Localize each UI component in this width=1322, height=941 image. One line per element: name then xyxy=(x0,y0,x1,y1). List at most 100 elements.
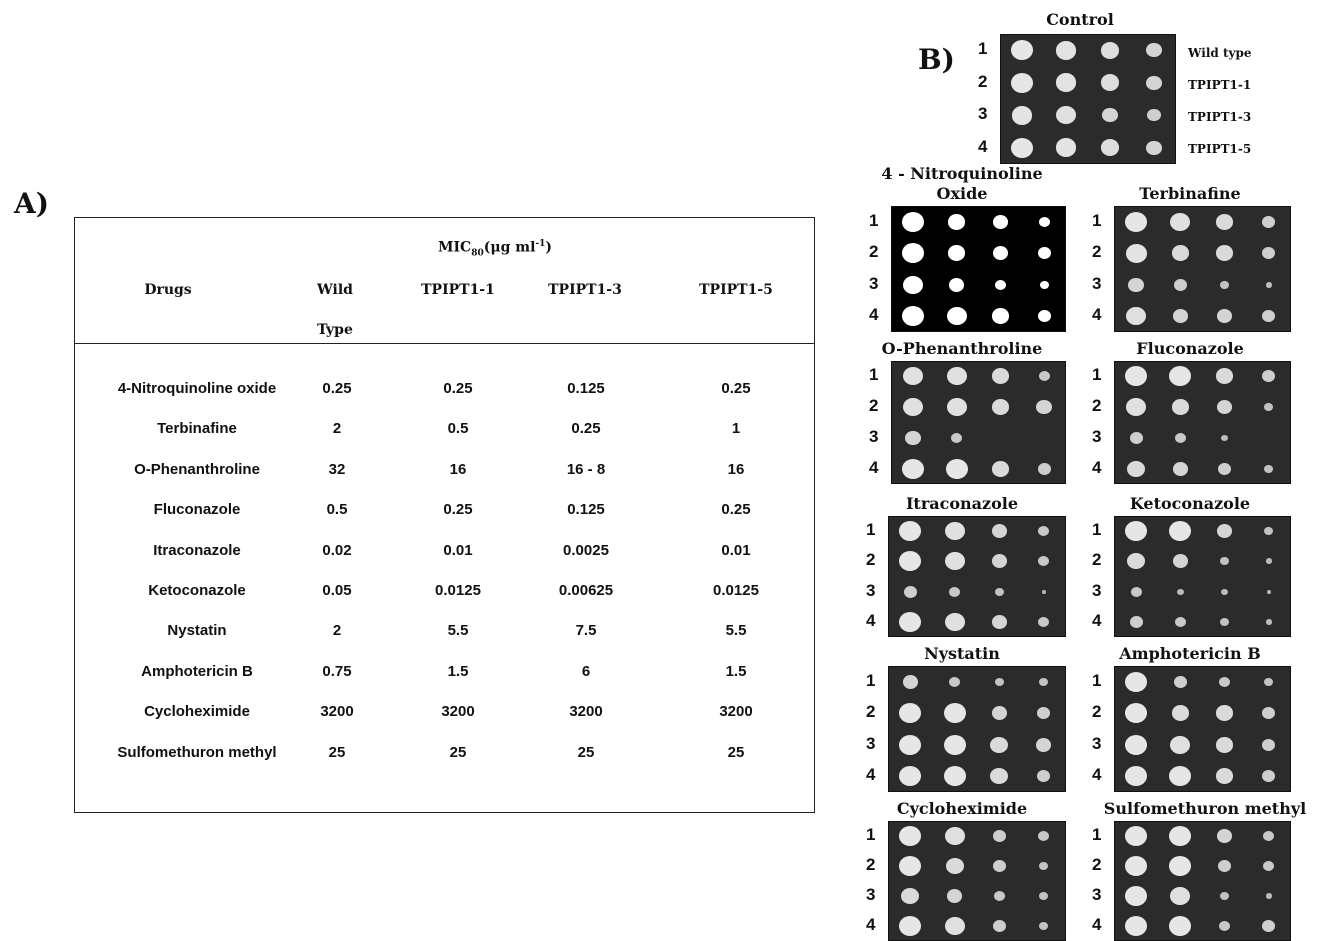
colony-spot xyxy=(1221,434,1228,441)
plate-row-number: 1 xyxy=(866,670,876,690)
colony-spot xyxy=(1037,247,1051,260)
header-divider xyxy=(74,343,815,344)
plate-row-number: 1 xyxy=(978,39,988,59)
colony-spot xyxy=(899,826,922,846)
plate-row-number: 2 xyxy=(866,702,876,722)
colony-spot xyxy=(1216,400,1233,415)
drug-name-cell: Fluconazole xyxy=(153,501,241,519)
drug-name-cell: Sulfomethuron methyl xyxy=(117,743,277,761)
colony-spot xyxy=(1216,524,1233,539)
colony-spot xyxy=(944,917,965,935)
plate-row-number: 2 xyxy=(869,396,879,416)
colony-spot xyxy=(1262,920,1276,932)
colony-spot xyxy=(948,277,965,292)
plate-row-number: 4 xyxy=(1092,457,1102,477)
mic-value-cell: 7.5 xyxy=(575,622,597,640)
colony-spot xyxy=(1011,105,1033,125)
plate-row-number: 2 xyxy=(1092,550,1102,570)
drug-name-cell: Itraconazole xyxy=(153,541,241,559)
plate-title: Fluconazole xyxy=(1136,339,1244,358)
colony-spot xyxy=(1146,43,1162,58)
colony-spot xyxy=(992,214,1009,229)
colony-spot xyxy=(1169,826,1192,846)
colony-spot xyxy=(1219,921,1231,931)
colony-spot xyxy=(901,458,924,479)
mic-value-cell: 25 xyxy=(449,743,467,761)
plate-title: 4 - Nitroquinoline xyxy=(881,164,1043,183)
mic-value-cell: 0.00625 xyxy=(558,582,614,599)
colony-spot xyxy=(944,552,965,571)
colony-spot xyxy=(1171,705,1190,722)
mic-value-cell: 0.25 xyxy=(721,380,751,397)
mic-value-cell: 5.5 xyxy=(447,622,469,640)
colony-spot xyxy=(1262,770,1276,783)
colony-spot xyxy=(1172,309,1189,324)
colony-spot xyxy=(903,585,917,598)
colony-spot xyxy=(1170,212,1191,231)
colony-spot xyxy=(1038,831,1050,841)
colony-spot xyxy=(991,524,1007,539)
plate-row-number: 1 xyxy=(1092,670,1102,690)
plate-row-number: 1 xyxy=(1092,210,1102,230)
colony-spot xyxy=(1125,886,1148,906)
colony-spot xyxy=(943,734,966,755)
colony-spot xyxy=(1172,461,1189,476)
mic-value-cell: 1.5 xyxy=(725,662,747,680)
colony-spot xyxy=(1169,916,1192,936)
colony-spot xyxy=(1170,887,1191,905)
colony-spot xyxy=(1036,737,1052,752)
colony-spot xyxy=(992,920,1006,932)
colony-spot xyxy=(1171,399,1190,416)
colony-spot xyxy=(1056,106,1076,125)
mic-value-cell: 0.05 xyxy=(322,582,352,599)
colony-spot xyxy=(1220,557,1230,566)
colony-spot xyxy=(947,889,963,903)
plate-title: Itraconazole xyxy=(905,494,1019,513)
plate-title: Sulfomethuron methyl xyxy=(1103,799,1307,818)
colony-spot xyxy=(1011,72,1033,93)
plate-row-number: 4 xyxy=(1092,915,1102,934)
plate-title: Terbinafine xyxy=(1139,184,1241,203)
colony-spot xyxy=(1125,211,1148,232)
colony-spot xyxy=(1173,278,1187,291)
colony-spot xyxy=(1039,862,1049,870)
colony-spot xyxy=(1125,521,1148,542)
colony-spot xyxy=(902,275,923,294)
colony-spot xyxy=(1128,277,1144,292)
plate-row-number: 2 xyxy=(1092,396,1102,416)
colony-spot xyxy=(899,611,922,632)
plate-title: Nystatin xyxy=(924,644,1000,663)
colony-spot xyxy=(1039,922,1049,930)
colony-spot xyxy=(1039,280,1049,289)
mic-value-cell: 3200 xyxy=(320,703,354,721)
colony-spot xyxy=(1130,586,1142,597)
plate-row-number: 3 xyxy=(866,885,876,904)
colony-spot xyxy=(1215,736,1234,753)
colony-spot xyxy=(1172,554,1189,569)
drug-name-cell: 4-Nitroquinoline oxide xyxy=(117,380,277,397)
colony-spot xyxy=(1216,309,1233,324)
colony-spot xyxy=(1218,462,1232,475)
colony-spot xyxy=(1129,615,1143,628)
mic-value-cell: 0.01 xyxy=(443,541,473,559)
colony-spot xyxy=(1220,617,1230,626)
colony-spot xyxy=(902,674,918,689)
colony-spot xyxy=(1262,738,1276,751)
colony-spot xyxy=(1041,589,1046,594)
colony-spot xyxy=(1218,860,1232,872)
drug-name-cell: Amphotericin B xyxy=(141,662,253,680)
plate-row-number: 1 xyxy=(1092,520,1102,540)
colony-spot xyxy=(1263,831,1275,841)
mic-value-cell: 0.125 xyxy=(567,380,605,397)
colony-spot xyxy=(1264,464,1274,473)
colony-spot xyxy=(991,460,1010,477)
mic-value-cell: 0.0125 xyxy=(435,582,481,599)
plate-row-number: 2 xyxy=(866,855,876,874)
mic-value-cell: 0.25 xyxy=(571,420,601,438)
colony-spot xyxy=(1125,671,1148,692)
colony-spot xyxy=(1170,735,1191,754)
colony-spot xyxy=(1177,588,1184,595)
colony-spot xyxy=(899,734,922,755)
plate-row-number: 3 xyxy=(869,426,879,446)
colony-spot xyxy=(992,860,1006,872)
